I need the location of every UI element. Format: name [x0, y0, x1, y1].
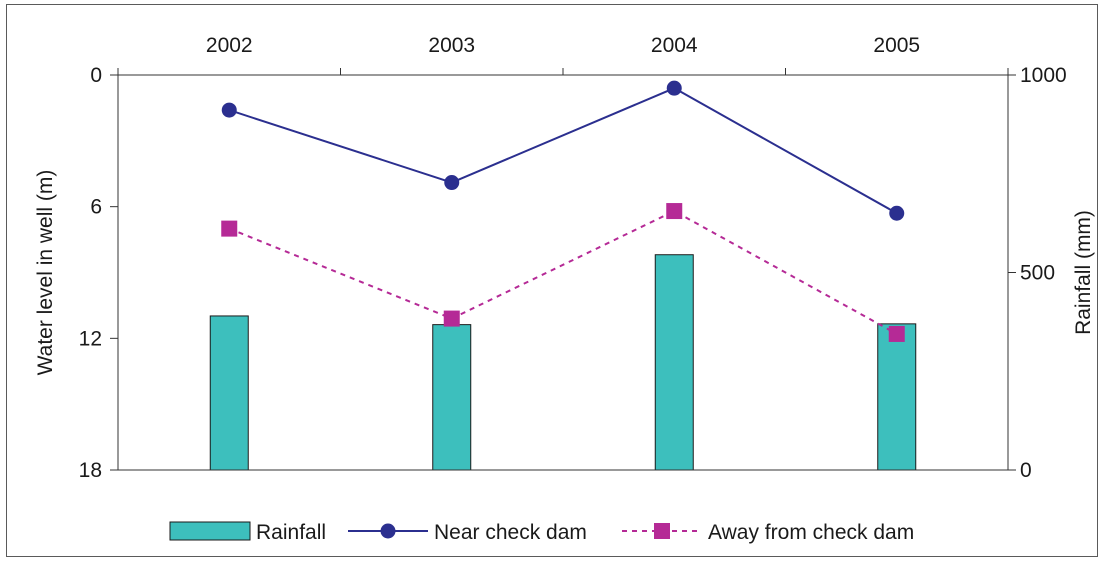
right-tick-label: 500	[1020, 262, 1055, 285]
x-tick-label-2002: 2002	[206, 34, 253, 57]
rainfall-bars	[209, 254, 917, 471]
legend: Rainfall Near check dam Away from check da…	[169, 521, 914, 544]
away-from-check-dam-point-2002	[221, 220, 238, 237]
x-tick-label-2004: 2004	[651, 34, 698, 57]
left-axis-title: Water level in well (m)	[34, 170, 57, 376]
right-axis-title: Rainfall (mm)	[1072, 210, 1095, 335]
right-tick-label: 0	[1020, 459, 1032, 482]
left-tick-label: 18	[79, 459, 102, 482]
left-tick-label: 0	[90, 64, 102, 87]
rainfall-bar-2005	[877, 323, 917, 471]
legend-label-away-from-check-dam: Away from check dam	[708, 521, 914, 544]
chart-frame	[6, 4, 1098, 557]
near-check-dam-line	[228, 87, 898, 215]
left-tick-label: 12	[79, 327, 102, 350]
near-check-dam-point-2005	[889, 205, 905, 221]
away-from-check-dam-point-2004	[666, 203, 683, 220]
legend-swatch-rainfall	[169, 521, 251, 541]
axes: 2002 2003 2004 2005 0 6 12 18 0 500 1000 Water leve…	[34, 34, 1095, 482]
rainfall-bar-2003	[432, 324, 472, 471]
legend-swatch-near-marker	[380, 523, 396, 539]
rainfall-bar-2002	[209, 315, 249, 471]
legend-swatch-away-marker	[654, 523, 670, 539]
left-tick-label: 6	[90, 196, 102, 219]
away-from-check-dam-point-2005	[888, 325, 905, 342]
rainfall-bar-2004	[654, 254, 694, 471]
x-tick-label-2003: 2003	[428, 34, 475, 57]
near-check-dam-point-2003	[444, 175, 460, 191]
legend-label-near-check-dam: Near check dam	[434, 521, 587, 544]
right-tick-label: 1000	[1020, 64, 1067, 87]
near-check-dam-point-2004	[666, 80, 682, 96]
legend-label-rainfall: Rainfall	[256, 521, 326, 544]
near-check-dam-point-2002	[221, 102, 237, 118]
water-level-lines	[221, 80, 905, 342]
away-from-check-dam-point-2003	[443, 310, 460, 327]
x-tick-label-2005: 2005	[873, 34, 920, 57]
away-from-check-dam-line	[228, 209, 898, 335]
